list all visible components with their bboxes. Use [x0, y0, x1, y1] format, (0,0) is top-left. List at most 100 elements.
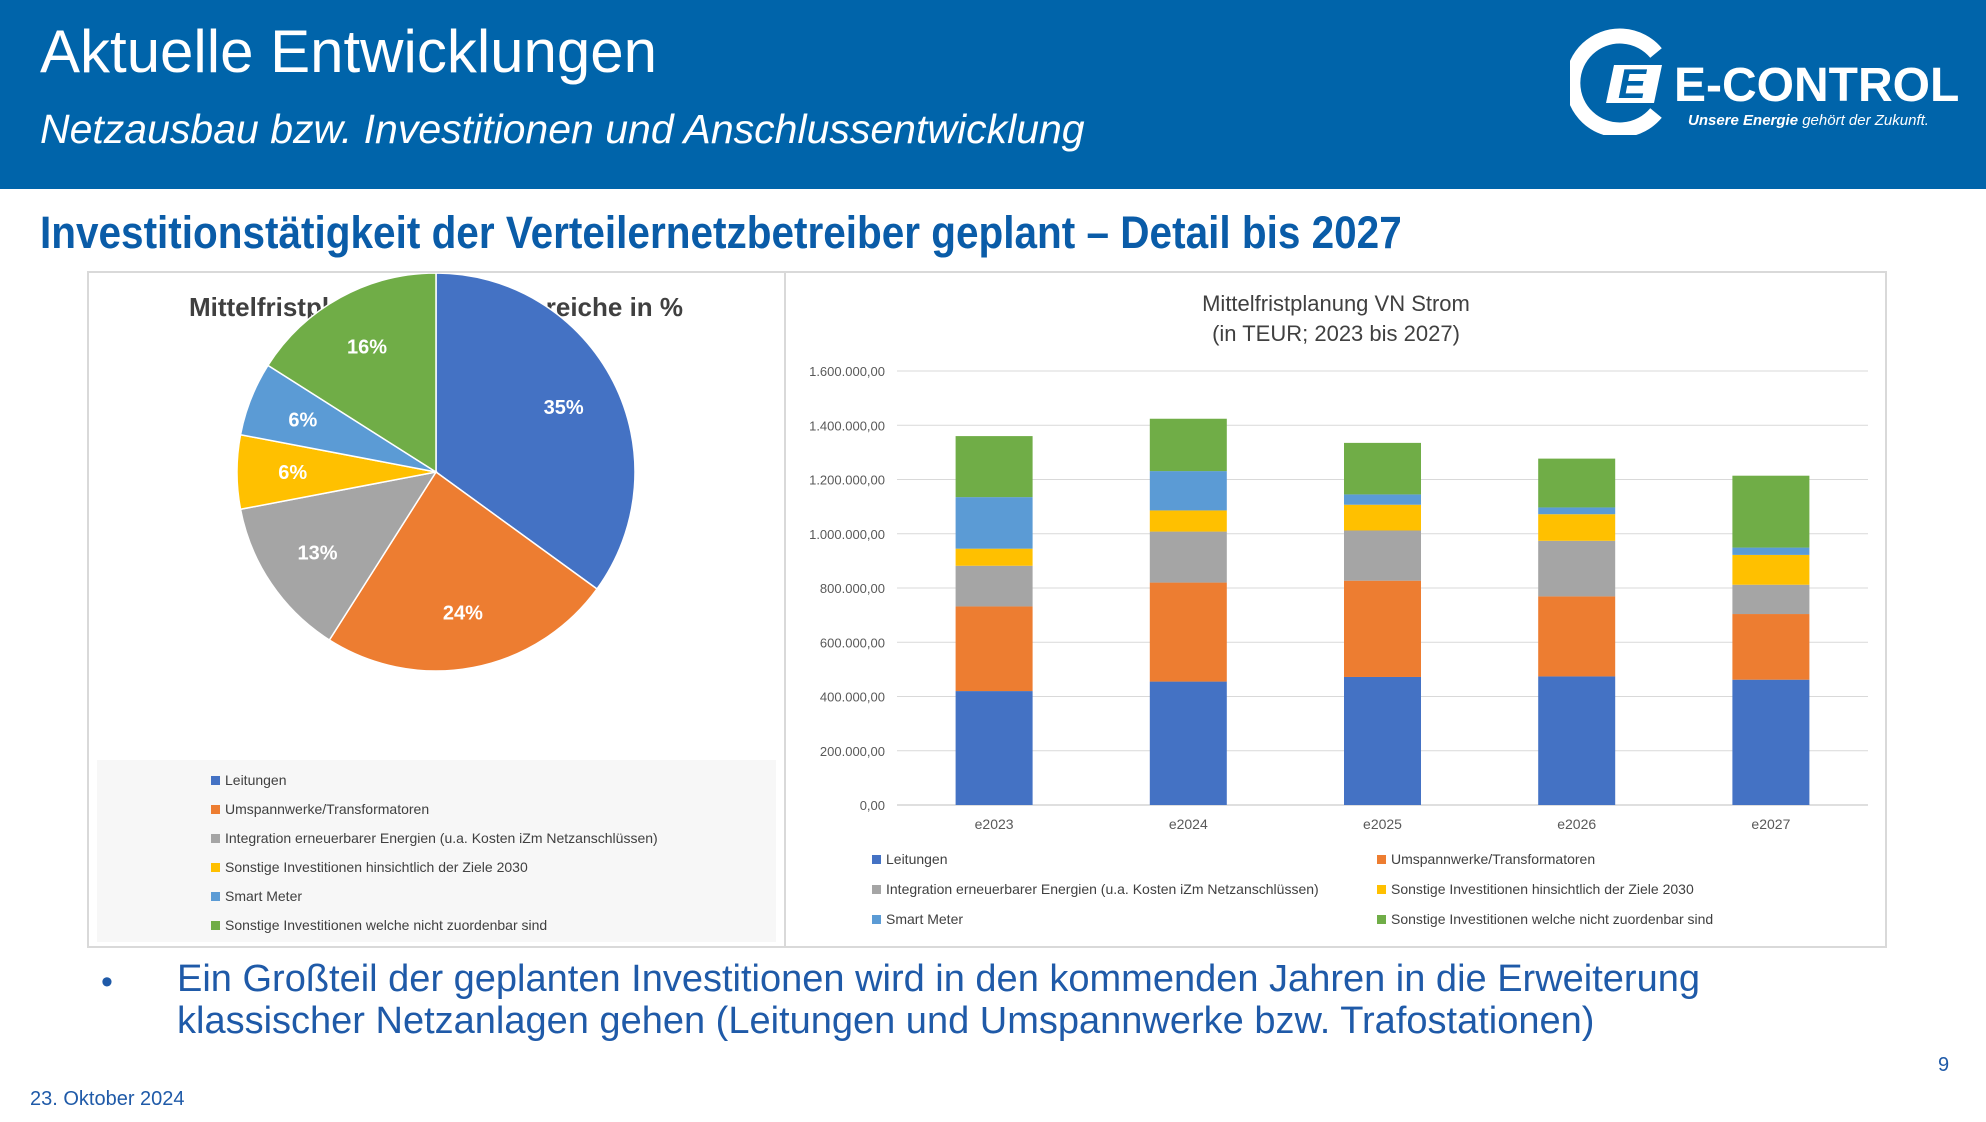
- bar-segment: [1344, 530, 1421, 581]
- legend-swatch: [211, 921, 220, 930]
- bar-segment: [1538, 507, 1616, 515]
- legend-swatch: [211, 776, 220, 785]
- x-tick-label: e2024: [1169, 816, 1208, 832]
- logo-c-ring: [1570, 28, 1662, 135]
- stacked-bar-chart: Mittelfristplanung VN Strom (in TEUR; 20…: [809, 291, 1868, 927]
- pie-legend-area: [97, 760, 776, 942]
- legend-swatch: [872, 855, 881, 864]
- logo-tagline: Unsere Energie gehört der Zukunft.: [1688, 112, 1929, 129]
- x-tick-label: e2026: [1557, 816, 1596, 832]
- legend-label: Sonstige Investitionen hinsichtlich der …: [1391, 881, 1694, 897]
- pie-legend: Leitungen Umspannwerke/Transformatoren Int…: [211, 772, 658, 933]
- legend-label: Umspannwerke/Transformatoren: [225, 801, 429, 817]
- legend-swatch: [211, 863, 220, 872]
- header-bar: Aktuelle Entwicklungen Netzausbau bzw. I…: [0, 0, 1986, 189]
- y-tick-label: 400.000,00: [820, 690, 885, 705]
- bar-segment: [1732, 614, 1810, 680]
- legend-label: Sonstige Investitionen hinsichtlich der …: [225, 859, 528, 875]
- legend-swatch: [1377, 855, 1386, 864]
- legend-swatch: [872, 885, 881, 894]
- logo-e-parallelogram: [1606, 65, 1662, 103]
- y-tick-label: 1.400.000,00: [809, 418, 885, 433]
- x-tick-label: e2027: [1751, 816, 1790, 832]
- e-control-logo: E E-CONTROL Unsere Energie gehört der Zu…: [1570, 28, 1959, 135]
- bar-segment: [955, 691, 1033, 805]
- bar-segment: [1538, 676, 1616, 805]
- legend-label: Sonstige Investitionen welche nicht zuor…: [1391, 911, 1713, 927]
- bar-segment: [1344, 676, 1421, 805]
- bar-chart-title-line2: (in TEUR; 2023 bis 2027): [1212, 321, 1460, 346]
- pie-slice: [239, 470, 438, 642]
- legend-label: Leitungen: [225, 772, 287, 788]
- pie-slices: [236, 272, 636, 672]
- bar-segment: [1344, 494, 1421, 505]
- bar-segment: [1149, 471, 1227, 511]
- y-tick-label: 1.000.000,00: [809, 527, 885, 542]
- legend-swatch: [211, 805, 220, 814]
- bar-segment: [955, 548, 1033, 566]
- bar-segment: [1732, 547, 1810, 555]
- bar-segment: [955, 497, 1033, 549]
- bar-segment: [1732, 475, 1810, 548]
- bar-bars: [955, 418, 1810, 805]
- pie-data-label: 24%: [443, 603, 483, 625]
- footer-date: 23. Oktober 2024: [30, 1088, 185, 1110]
- bar-y-tick-labels: 0,00 200.000,00 400.000,00 600.000,00 800.00…: [809, 364, 885, 813]
- page-title: Aktuelle Entwicklungen: [40, 18, 658, 85]
- bar-segment: [1344, 442, 1421, 495]
- bar-segment: [1344, 580, 1421, 677]
- pie-slice: [266, 272, 437, 474]
- bar-segment: [1149, 681, 1227, 805]
- y-tick-label: 600.000,00: [820, 635, 885, 650]
- bar-x-tick-labels: e2023 e2024 e2025 e2026 e2027: [975, 816, 1791, 832]
- bar-segment: [955, 436, 1033, 498]
- pie-data-labels: 35% 24% 13% 6% 6% 16%: [278, 336, 584, 624]
- bar-segment: [1344, 504, 1421, 531]
- bar-segment: [1732, 584, 1810, 615]
- pie-data-label: 16%: [347, 336, 387, 358]
- logo-e-letter: E: [1618, 60, 1648, 107]
- bar-segment: [1732, 679, 1810, 805]
- pie-data-label: 13%: [297, 543, 337, 565]
- bar-chart-title-line1: Mittelfristplanung VN Strom: [1202, 291, 1470, 316]
- y-tick-label: 0,00: [860, 798, 885, 813]
- legend-label: Sonstige Investitionen welche nicht zuor…: [225, 917, 547, 933]
- bar-chart-panel: Mittelfristplanung VN Strom (in TEUR; 20…: [784, 271, 1887, 948]
- bullet-marker: •: [101, 963, 113, 1001]
- y-tick-label: 1.200.000,00: [809, 473, 885, 488]
- legend-swatch: [211, 834, 220, 843]
- bullet-text: Ein Großteil der geplanten Investitionen…: [177, 958, 1700, 1042]
- bar-segment: [1538, 458, 1616, 508]
- pie-chart: Mittelfristplanung Strom - Bereiche in %…: [97, 272, 776, 942]
- bar-segment: [1538, 514, 1616, 541]
- bar-segment: [1149, 582, 1227, 682]
- pie-data-label: 35%: [544, 397, 584, 419]
- legend-label: Integration erneuerbarer Energien (u.a. …: [225, 830, 658, 846]
- legend-swatch: [872, 915, 881, 924]
- legend-swatch: [1377, 915, 1386, 924]
- bar-segment: [1149, 510, 1227, 532]
- page-number: 9: [1938, 1054, 1950, 1076]
- pie-slice: [435, 272, 636, 591]
- legend-label: Integration erneuerbarer Energien (u.a. …: [886, 881, 1319, 897]
- logo-wordmark: E-CONTROL: [1674, 59, 1959, 112]
- x-tick-label: e2025: [1363, 816, 1402, 832]
- legend-swatch: [1377, 885, 1386, 894]
- y-tick-label: 200.000,00: [820, 744, 885, 759]
- page-subtitle: Netzausbau bzw. Investitionen und Anschl…: [40, 106, 1085, 152]
- bar-legend: Leitungen Umspannwerke/Transformatoren Int…: [872, 851, 1713, 927]
- pie-data-label: 6%: [288, 409, 317, 431]
- legend-label: Smart Meter: [886, 911, 963, 927]
- bar-segment: [1538, 540, 1616, 597]
- pie-data-label: 6%: [278, 462, 307, 484]
- pie-chart-panel: Mittelfristplanung Strom - Bereiche in %…: [87, 271, 786, 948]
- x-tick-label: e2023: [975, 816, 1014, 832]
- bar-segment: [1732, 554, 1810, 585]
- bar-segment: [1149, 531, 1227, 583]
- bar-segment: [1149, 418, 1227, 472]
- legend-label: Umspannwerke/Transformatoren: [1391, 851, 1595, 867]
- y-tick-label: 1.600.000,00: [809, 364, 885, 379]
- bar-segment: [1538, 596, 1616, 677]
- pie-slice: [328, 470, 599, 672]
- y-tick-label: 800.000,00: [820, 581, 885, 596]
